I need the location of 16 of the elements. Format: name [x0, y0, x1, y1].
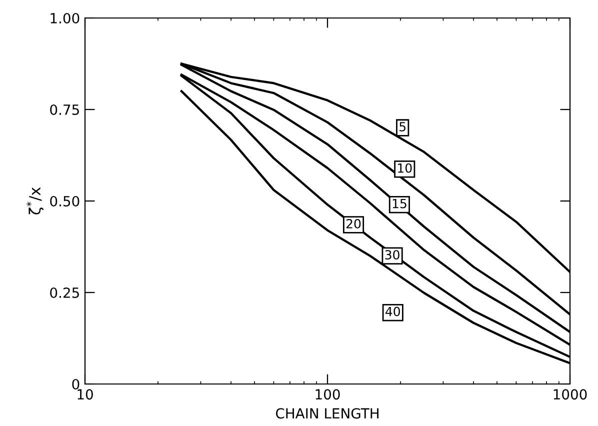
annotation: 10: [398, 163, 412, 173]
x-tick-label: 1000: [554, 389, 587, 400]
y-tick-label: 0: [72, 378, 80, 390]
annotation: 40: [386, 306, 400, 316]
y-tick-label: 1.00: [50, 12, 80, 24]
y-tick-label: 0.25: [50, 287, 79, 298]
x-tick-label: 10: [78, 389, 93, 400]
y-axis-title: ζ$^{*}$/x: [26, 187, 44, 214]
y-tick-label: 0.50: [50, 196, 80, 206]
annotation: 20: [346, 218, 361, 228]
x-tick-label: 100: [316, 389, 340, 400]
annotation: 15: [392, 198, 406, 208]
y-tick-label: 0.75: [50, 104, 79, 115]
annotation: 5: [400, 122, 406, 132]
annotation: 30: [385, 250, 400, 260]
x-axis-title: CHAIN LENGTH: [276, 408, 378, 419]
